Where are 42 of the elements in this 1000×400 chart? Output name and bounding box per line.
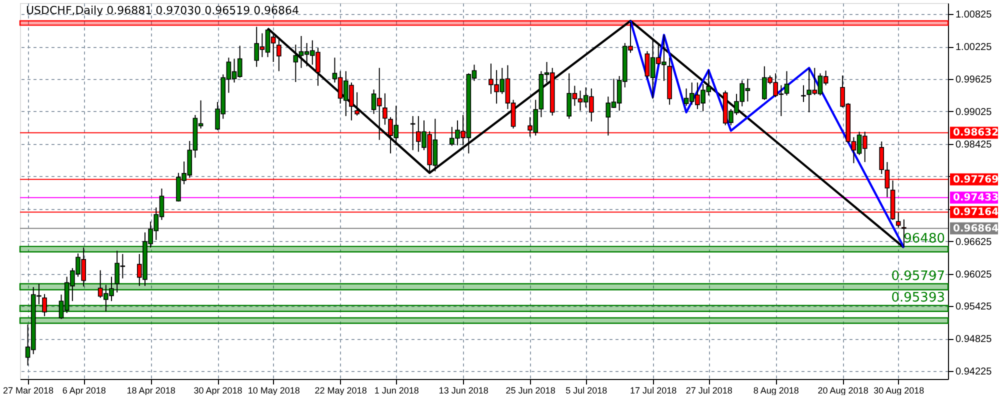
y-tick-label: 0.99625 [956,74,992,86]
y-tick-label: 1.00825 [956,10,992,21]
ref-line-label: 0.97769 [953,174,999,186]
x-tick-label: 13 Jun 2018 [438,386,488,396]
y-tick-label: 0.96625 [956,236,992,248]
chart-title: USDCHF,Daily 0.96881 0.97030 0.96519 0.96864 [26,4,300,17]
x-tick-label: 17 Jul 2018 [630,386,677,396]
candlestick [784,70,790,96]
y-tick-label: 0.95425 [956,302,992,313]
x-tick-label: 10 May 2018 [248,386,300,396]
ref-line-label: 0.96864 [953,223,999,234]
y-tick-label: 0.94825 [956,334,992,346]
candlestick [276,38,282,72]
y-tick-label: 0.99025 [956,106,992,118]
y-tick-label: 1.00225 [956,42,992,54]
y-tick-label: 0.98425 [956,139,992,150]
x-tick-label: 6 Apr 2018 [62,386,106,396]
x-tick-label: 1 Jun 2018 [374,386,419,396]
ref-line-label: 0.97433 [953,192,999,204]
ref-line-label: 0.97164 [953,207,999,218]
x-tick-label: 20 Aug 2018 [818,386,868,396]
x-tick-label: 30 Aug 2018 [874,386,924,396]
line-series [629,20,906,249]
candlestick [879,141,884,174]
x-tick-label: 22 May 2018 [314,386,367,396]
candlestick [382,92,388,126]
candlestick [354,92,360,116]
band-label: 96480 [904,231,945,246]
x-tick-label: 18 Apr 2018 [126,386,176,396]
x-tick-label: 8 Aug 2018 [753,386,799,396]
x-tick-label: 25 Jun 2018 [506,386,556,396]
candlestick [801,84,806,103]
x-tick-label: 27 Jul 2018 [686,386,732,396]
x-tick-label: 27 Mar 2018 [3,386,54,396]
band-label: 0.95797 [891,268,945,284]
y-tick-label: 0.96025 [956,269,992,280]
y-tick-label: 0.94225 [956,366,992,378]
band-label: 0.95393 [891,290,945,306]
x-tick-label: 30 Apr 2018 [194,386,242,396]
candlestick [42,294,47,317]
ref-line-label: 0.98632 [953,128,999,139]
x-tick-label: 5 Jul 2018 [566,386,608,396]
